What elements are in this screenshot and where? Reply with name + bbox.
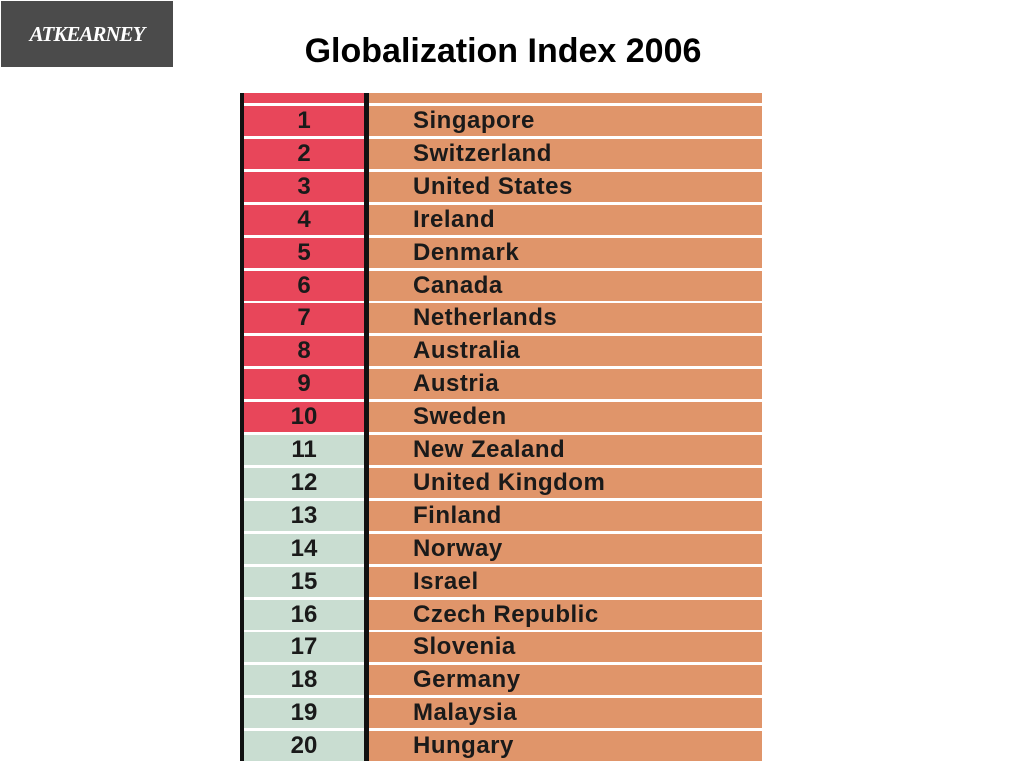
table-border (240, 93, 244, 761)
country-cell: Germany (369, 665, 762, 696)
table-top-strip (244, 93, 762, 103)
rank-cell: 20 (244, 731, 364, 762)
rank-cell: 6 (244, 270, 364, 301)
table-row: 19 Malaysia (244, 698, 762, 729)
rank-cell: 3 (244, 171, 364, 202)
rank-cell: 7 (244, 303, 364, 334)
country-cell: Switzerland (369, 138, 762, 169)
country-cell: Czech Republic (369, 599, 762, 630)
rank-cell: 5 (244, 237, 364, 268)
ranking-table: 1 Singapore 2 Switzerland 3 United States 4 Ire… (240, 93, 762, 768)
logo-text: ATKEARNEY (29, 21, 146, 46)
rank-cell: 14 (244, 533, 364, 564)
title: Globalization Index 2006 (304, 32, 702, 70)
country-cell: Singapore (369, 106, 762, 136)
country-cell: Denmark (369, 237, 762, 268)
table-row: 5 Denmark (244, 237, 762, 268)
table-row: 4 Ireland (244, 204, 762, 235)
column-divider (364, 93, 369, 761)
country-cell: Norway (369, 533, 762, 564)
table-row: 16 Czech Republic (244, 599, 762, 630)
country-cell: Canada (369, 270, 762, 301)
table-row: 6 Canada (244, 270, 762, 301)
table-row: 15 Israel (244, 566, 762, 597)
table-row: 11 New Zealand (244, 435, 762, 465)
rank-cell: 9 (244, 369, 364, 400)
country-cell: Finland (369, 500, 762, 531)
rank-cell: 19 (244, 698, 364, 729)
table-row: 13 Finland (244, 500, 762, 531)
rank-cell: 12 (244, 467, 364, 498)
table-row: 2 Switzerland (244, 138, 762, 169)
rank-cell: 15 (244, 566, 364, 597)
logo: ATKEARNEY (1, 1, 173, 67)
table-row: 12 United Kingdom (244, 467, 762, 498)
table-row: 14 Norway (244, 533, 762, 564)
table-row: 17 Slovenia (244, 632, 762, 663)
rank-cell: 1 (244, 106, 364, 136)
country-cell: United States (369, 171, 762, 202)
country-cell: Ireland (369, 204, 762, 235)
rank-cell: 4 (244, 204, 364, 235)
rank-cell: 2 (244, 138, 364, 169)
table-row: 20 Hungary (244, 731, 762, 762)
table-row: 7 Netherlands (244, 303, 762, 334)
country-cell: Israel (369, 566, 762, 597)
rank-cell: 11 (244, 435, 364, 465)
country-cell: New Zealand (369, 435, 762, 465)
country-cell: Slovenia (369, 632, 762, 663)
country-cell: Austria (369, 369, 762, 400)
rank-cell: 13 (244, 500, 364, 531)
table-row: 1 Singapore (244, 106, 762, 136)
country-cell: Australia (369, 336, 762, 367)
table-row: 3 United States (244, 171, 762, 202)
rank-cell: 10 (244, 402, 364, 433)
rank-cell: 8 (244, 336, 364, 367)
table-row: 18 Germany (244, 665, 762, 696)
country-cell: Hungary (369, 731, 762, 762)
rank-cell: 17 (244, 632, 364, 663)
table-row: 10 Sweden (244, 402, 762, 433)
table-row: 9 Austria (244, 369, 762, 400)
rank-cell: 18 (244, 665, 364, 696)
country-cell: Malaysia (369, 698, 762, 729)
country-cell: Sweden (369, 402, 762, 433)
country-cell: Netherlands (369, 303, 762, 334)
table-row: 8 Australia (244, 336, 762, 367)
country-cell: United Kingdom (369, 467, 762, 498)
rank-cell: 16 (244, 599, 364, 630)
